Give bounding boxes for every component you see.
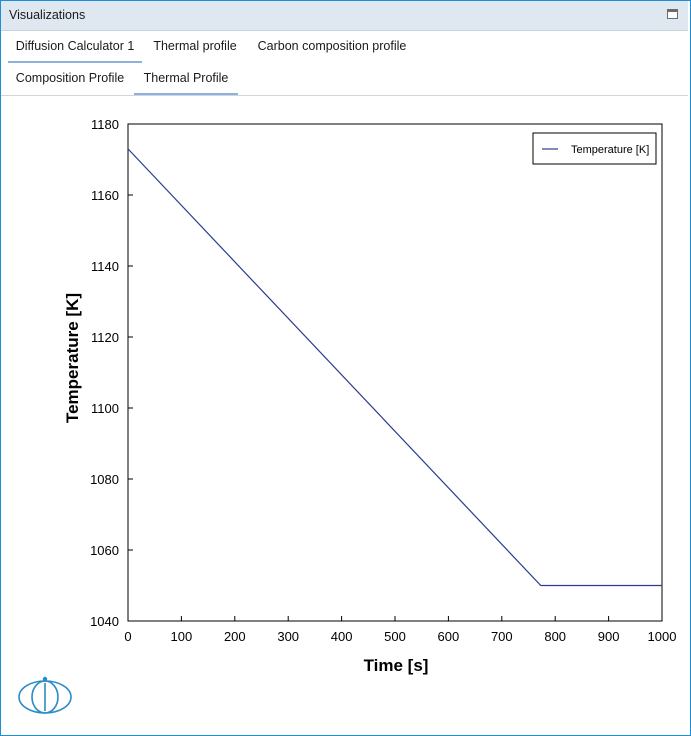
- y-tick-label: 1120: [91, 330, 119, 345]
- maximize-icon[interactable]: [667, 9, 678, 19]
- y-tick-label: 1060: [90, 543, 119, 558]
- x-tick-label: 700: [491, 629, 513, 644]
- y-tick-label: 1080: [90, 472, 119, 487]
- x-axis-label: Time [s]: [364, 656, 429, 675]
- legend: Temperature [K]: [532, 132, 657, 165]
- series-line-temperature: [127, 148, 662, 587]
- window-title: Visualizations: [9, 8, 86, 22]
- x-tick-label: 900: [598, 629, 620, 644]
- x-tick-label: 600: [438, 629, 460, 644]
- x-tick-label: 800: [544, 629, 566, 644]
- plot-layer: 0 100 200 300 400 500 600 700 800 900 1000 1040 1060…: [90, 117, 676, 644]
- thermo-calc-logo-icon: [17, 676, 73, 716]
- y-tick-label: 1160: [91, 188, 119, 203]
- x-tick-label: 400: [331, 629, 353, 644]
- tab-thermal-profile[interactable]: Thermal profile: [153, 39, 237, 53]
- x-tick-label: 200: [224, 629, 246, 644]
- chart-area: 0 100 200 300 400 500 600 700 800 900 1000 1040 1060…: [1, 96, 688, 696]
- legend-label: Temperature [K]: [571, 144, 649, 156]
- secondary-tab-bar: Composition Profile Thermal Profile: [1, 63, 688, 96]
- thermal-profile-chart: 0 100 200 300 400 500 600 700 800 900 1000 1040 1060…: [63, 117, 676, 675]
- plot-frame: [127, 123, 663, 622]
- window-titlebar: Visualizations: [1, 1, 688, 31]
- x-tick-label: 0: [124, 629, 131, 644]
- x-tick-label: 1000: [648, 629, 677, 644]
- primary-tab-bar: Diffusion Calculator 1 Thermal profile C…: [1, 31, 688, 64]
- tab-thermal-profile-chart[interactable]: Thermal Profile: [134, 63, 238, 95]
- y-tick-label: 1140: [91, 259, 119, 274]
- tab-composition-profile[interactable]: Composition Profile: [15, 71, 125, 85]
- y-axis-label: Temperature [K]: [63, 293, 82, 423]
- y-tick-label: 1180: [91, 117, 119, 132]
- y-tick-label: 1040: [90, 614, 119, 629]
- x-tick-label: 500: [384, 629, 406, 644]
- x-tick-label: 100: [171, 629, 193, 644]
- tab-carbon-composition-profile[interactable]: Carbon composition profile: [257, 39, 407, 53]
- y-tick-label: 1100: [91, 401, 119, 416]
- x-tick-label: 300: [277, 629, 299, 644]
- tab-diffusion-calculator-1[interactable]: Diffusion Calculator 1: [8, 31, 142, 63]
